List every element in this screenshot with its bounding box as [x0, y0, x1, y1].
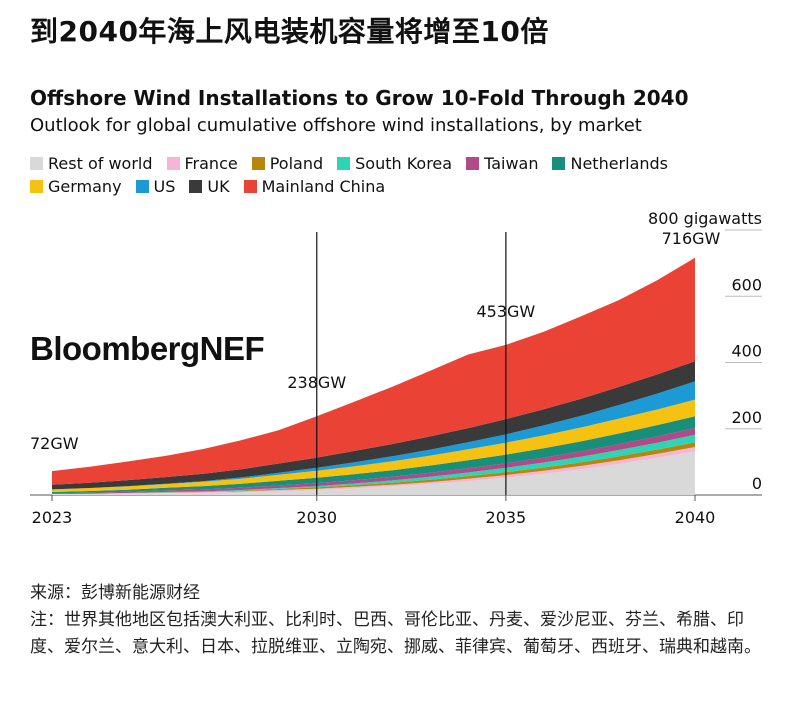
legend-swatch: [243, 180, 257, 193]
legend-item-france: France: [166, 152, 238, 175]
legend-swatch: [466, 157, 480, 170]
legend-label: US: [153, 177, 176, 196]
total-annotation: 453GW: [476, 302, 535, 321]
area-france: [52, 447, 695, 495]
total-annotation: 72GW: [30, 434, 79, 453]
legend-swatch: [189, 180, 203, 193]
legend-label: Taiwan: [484, 154, 539, 173]
legend-swatch: [337, 157, 351, 170]
legend-row: Germany US UK Mainland China: [30, 175, 770, 198]
area-south-korea: [52, 434, 695, 494]
legend-item-germany: Germany: [30, 175, 122, 198]
stacked-area-chart: 0 200 400 600 800 gigawatts 2023 2030 2035 2040 7…: [30, 209, 762, 527]
legend-item-poland: Poland: [251, 152, 324, 175]
legend-label: Germany: [48, 177, 122, 196]
area-mainland-china: [52, 257, 695, 485]
area-rest-of-world: [52, 451, 695, 495]
chart-title: Offshore Wind Installations to Grow 10-F…: [30, 86, 689, 110]
y-tick-label: 800 gigawatts: [648, 209, 762, 228]
legend-label: France: [184, 154, 238, 173]
legend-swatch: [251, 157, 265, 170]
legend: Rest of world France Poland South Korea …: [30, 152, 770, 198]
legend-swatch: [552, 157, 566, 170]
total-annotation: 238GW: [287, 373, 346, 392]
x-tick-label: 2040: [675, 508, 716, 527]
total-annotation: 716GW: [662, 229, 721, 248]
footnote: 注：世界其他地区包括澳大利亚、比利时、巴西、哥伦比亚、丹麦、爱沙尼亚、芬兰、希腊…: [30, 610, 761, 657]
legend-item-us: US: [135, 175, 176, 198]
area-layer: [52, 257, 695, 495]
legend-item-taiwan: Taiwan: [466, 152, 538, 175]
y-tick-label: 400: [731, 342, 762, 361]
legend-swatch: [30, 180, 43, 193]
y-tick-label: 600: [731, 275, 762, 294]
legend-swatch: [135, 180, 149, 193]
chart-subtitle: Outlook for global cumulative offshore w…: [30, 115, 642, 136]
legend-row: Rest of world France Poland South Korea …: [30, 152, 770, 175]
year-markers: [316, 232, 507, 495]
chart-text: 0 200 400 600 800 gigawatts 2023 2030 2035 2040 7…: [30, 209, 762, 527]
legend-swatch: [30, 157, 43, 170]
legend-label: UK: [207, 177, 230, 196]
x-tick-label: 2035: [486, 508, 527, 527]
legend-item-uk: UK: [189, 175, 230, 198]
x-tick-label: 2030: [296, 508, 337, 527]
y-tick-label: 200: [731, 408, 762, 427]
legend-label: Mainland China: [261, 177, 386, 196]
legend-swatch: [166, 157, 180, 170]
source-note: 来源：彭博新能源财经: [30, 583, 200, 603]
area-taiwan: [52, 428, 695, 494]
legend-item-mainland-china: Mainland China: [243, 175, 386, 198]
legend-label: South Korea: [355, 154, 453, 173]
legend-item-netherlands: Netherlands: [552, 152, 668, 175]
legend-label: Netherlands: [570, 154, 669, 173]
legend-item-rest-of-world: Rest of world: [30, 152, 153, 175]
x-tick-label: 2023: [32, 508, 73, 527]
area-netherlands: [52, 416, 695, 494]
bloombergnef-logo: BloombergNEF: [30, 330, 264, 367]
y-tick-label: 0: [752, 474, 762, 493]
headline: 到2040年海上风电装机容量将增至10倍: [30, 15, 549, 48]
legend-label: Poland: [269, 154, 324, 173]
legend-label: Rest of world: [48, 154, 153, 173]
legend-item-south-korea: South Korea: [337, 152, 452, 175]
